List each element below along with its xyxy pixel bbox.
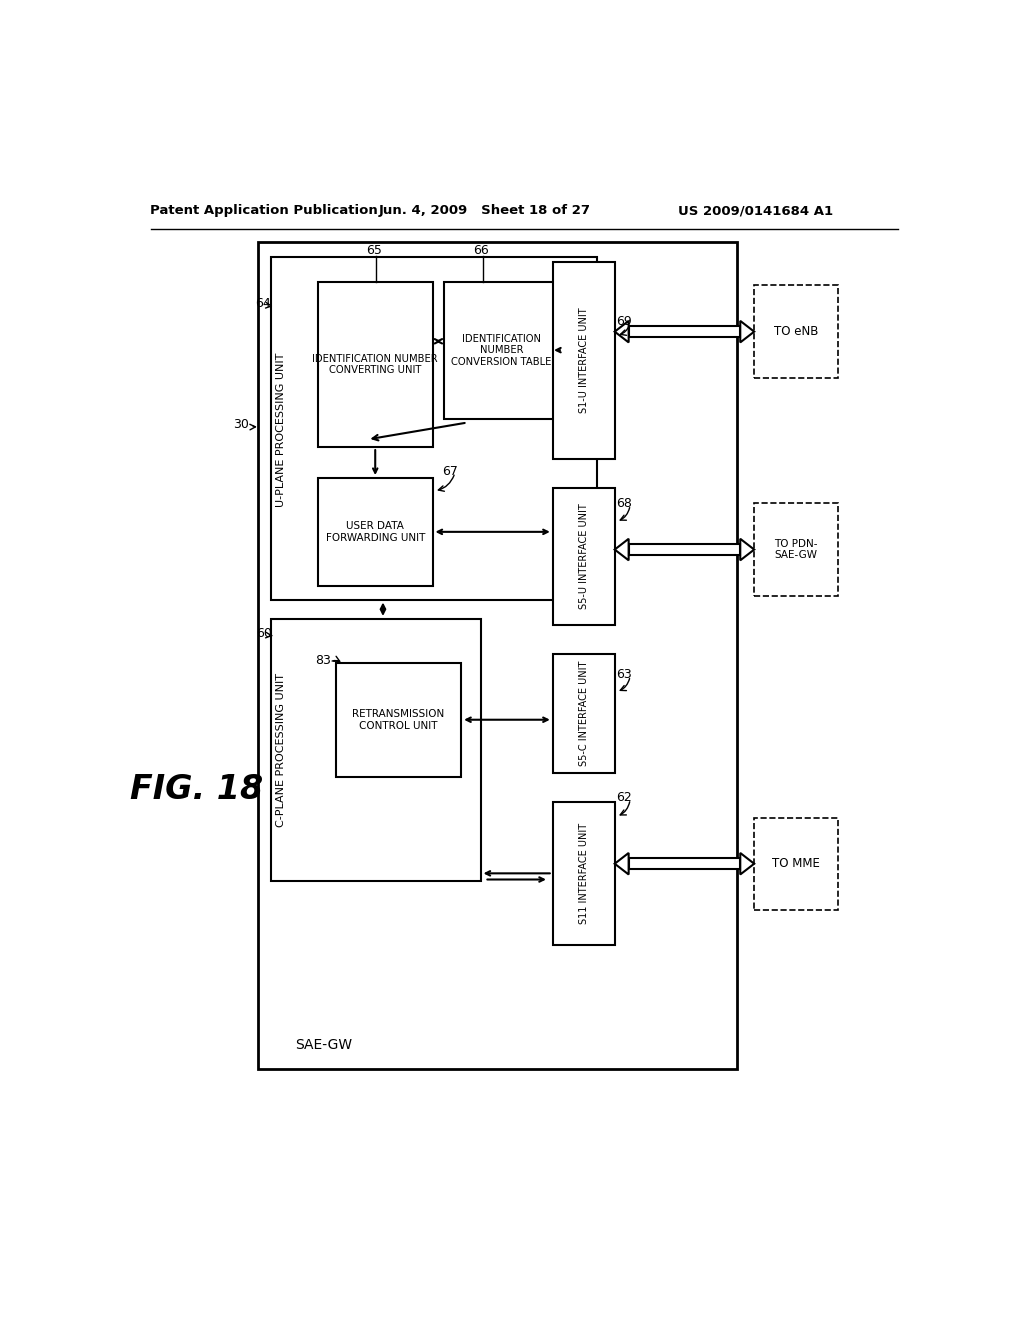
Polygon shape: [614, 539, 629, 561]
Text: USER DATA
FORWARDING UNIT: USER DATA FORWARDING UNIT: [326, 521, 425, 543]
Text: 30: 30: [233, 417, 249, 430]
Bar: [755, 285, 838, 378]
Text: 64: 64: [255, 297, 270, 310]
Polygon shape: [740, 539, 755, 561]
Text: 63: 63: [616, 668, 632, 681]
Polygon shape: [614, 321, 629, 342]
Text: C-PLANE PROCESSING UNIT: C-PLANE PROCESSING UNIT: [275, 673, 286, 826]
Polygon shape: [740, 853, 755, 875]
Bar: [755, 503, 838, 595]
Bar: [258, 242, 737, 1069]
Bar: [629, 326, 740, 337]
Bar: [629, 544, 740, 554]
Polygon shape: [614, 853, 629, 875]
Text: U-PLANE PROCESSING UNIT: U-PLANE PROCESSING UNIT: [275, 352, 286, 507]
Bar: [336, 663, 461, 776]
Text: 83: 83: [315, 653, 331, 667]
Text: 60: 60: [256, 627, 271, 640]
Text: RETRANSMISSION
CONTROL UNIT: RETRANSMISSION CONTROL UNIT: [352, 709, 444, 730]
Bar: [553, 653, 614, 774]
Text: S5-U INTERFACE UNIT: S5-U INTERFACE UNIT: [579, 504, 589, 610]
Text: TO PDN-
SAE-GW: TO PDN- SAE-GW: [774, 539, 818, 561]
Text: TO eNB: TO eNB: [774, 325, 818, 338]
Polygon shape: [740, 321, 755, 342]
Text: IDENTIFICATION NUMBER
CONVERTING UNIT: IDENTIFICATION NUMBER CONVERTING UNIT: [312, 354, 438, 375]
Text: Jun. 4, 2009   Sheet 18 of 27: Jun. 4, 2009 Sheet 18 of 27: [379, 205, 591, 218]
Text: S1-U INTERFACE UNIT: S1-U INTERFACE UNIT: [579, 308, 589, 413]
Text: Patent Application Publication: Patent Application Publication: [150, 205, 378, 218]
Text: 68: 68: [616, 496, 632, 510]
Text: US 2009/0141684 A1: US 2009/0141684 A1: [678, 205, 834, 218]
Text: 62: 62: [616, 791, 632, 804]
Text: S5-C INTERFACE UNIT: S5-C INTERFACE UNIT: [579, 660, 589, 766]
Text: 66: 66: [473, 244, 488, 257]
Text: 65: 65: [366, 244, 382, 257]
Bar: [317, 281, 432, 447]
Bar: [553, 488, 614, 626]
Bar: [317, 478, 432, 586]
Text: IDENTIFICATION
NUMBER
CONVERSION TABLE: IDENTIFICATION NUMBER CONVERSION TABLE: [452, 334, 552, 367]
Text: 69: 69: [616, 315, 632, 329]
Text: TO MME: TO MME: [772, 857, 820, 870]
Text: SAE-GW: SAE-GW: [295, 1039, 352, 1052]
Text: FIG. 18: FIG. 18: [130, 774, 263, 807]
Bar: [271, 257, 597, 599]
Bar: [629, 858, 740, 869]
Text: S11 INTERFACE UNIT: S11 INTERFACE UNIT: [579, 822, 589, 924]
Bar: [271, 619, 480, 880]
Bar: [444, 281, 559, 418]
Bar: [755, 817, 838, 909]
Text: 67: 67: [441, 465, 458, 478]
Bar: [553, 263, 614, 459]
Bar: [553, 803, 614, 945]
